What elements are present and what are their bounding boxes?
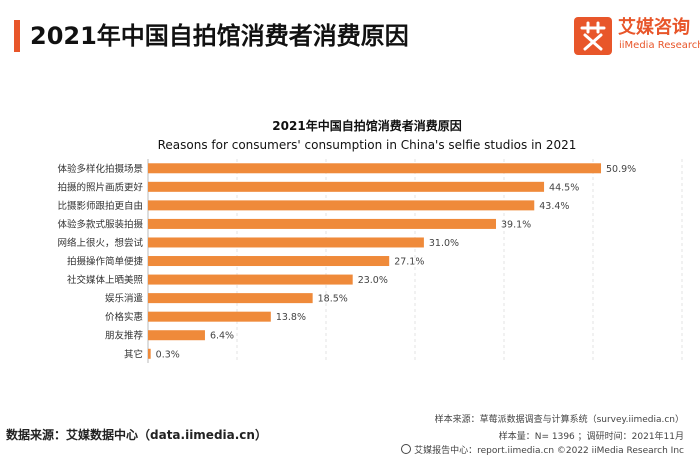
value-label: 18.5% bbox=[318, 294, 348, 305]
chart-subtitle: Reasons for consumers' consumption in Ch… bbox=[158, 138, 577, 152]
title-accent-bar bbox=[14, 20, 20, 52]
bar bbox=[148, 293, 313, 304]
report-center-icon bbox=[401, 444, 412, 454]
value-label: 43.4% bbox=[539, 201, 569, 212]
copyright-text: 艾媒报告中心：report.iimedia.cn ©2022 iiMedia R… bbox=[414, 446, 684, 456]
sample-size: 样本量：N= 1396 ；调研时间：2021年11月 bbox=[498, 432, 684, 442]
sample-source: 样本来源：草莓派数据调查与计算系统（survey.iimedia.cn） bbox=[434, 415, 684, 425]
bar bbox=[148, 311, 271, 322]
value-label: 23.0% bbox=[358, 275, 388, 286]
category-label: 网络上很火，想尝试 bbox=[57, 237, 143, 249]
category-label: 比摄影师跟拍更自由 bbox=[57, 200, 143, 212]
bar bbox=[148, 181, 545, 192]
category-label: 拍摄操作简单便捷 bbox=[67, 256, 144, 268]
category-label: 拍摄的照片画质更好 bbox=[57, 181, 143, 193]
page-title: 2021年中国自拍馆消费者消费原因 bbox=[30, 22, 409, 50]
category-label: 体验多款式服装拍摄 bbox=[57, 218, 143, 230]
value-label: 6.4% bbox=[210, 331, 234, 342]
data-source: 数据来源：艾媒数据中心（data.iimedia.cn） bbox=[6, 428, 267, 442]
bar bbox=[148, 218, 496, 229]
category-label: 价格实惠 bbox=[105, 311, 143, 323]
bar bbox=[148, 274, 353, 285]
value-label: 44.5% bbox=[549, 182, 579, 193]
category-label: 社交媒体上晒美照 bbox=[67, 274, 144, 286]
bar bbox=[148, 200, 535, 211]
value-label: 27.1% bbox=[394, 257, 424, 268]
bar bbox=[148, 330, 205, 341]
copyright: 艾媒报告中心：report.iimedia.cn ©2022 iiMedia R… bbox=[401, 443, 684, 456]
value-label: 31.0% bbox=[429, 238, 459, 249]
bar bbox=[148, 163, 602, 174]
category-label: 娱乐消遣 bbox=[105, 293, 144, 305]
bar bbox=[148, 237, 424, 248]
bar bbox=[148, 348, 151, 359]
category-label: 其它 bbox=[124, 348, 143, 360]
value-label: 13.8% bbox=[276, 312, 306, 323]
ai-logo-icon bbox=[574, 17, 612, 55]
category-label: 体验多样化拍摄场景 bbox=[57, 163, 143, 175]
category-label: 朋友推荐 bbox=[105, 330, 144, 342]
logo-text-en: iiMedia Research bbox=[619, 40, 700, 51]
value-label: 50.9% bbox=[606, 164, 636, 175]
logo-text-cn: 艾媒咨询 bbox=[618, 17, 690, 38]
chart-title: 2021年中国自拍馆消费者消费原因 bbox=[272, 118, 461, 133]
value-label: 39.1% bbox=[501, 219, 531, 230]
value-label: 0.3% bbox=[156, 349, 180, 360]
bar bbox=[148, 256, 390, 267]
